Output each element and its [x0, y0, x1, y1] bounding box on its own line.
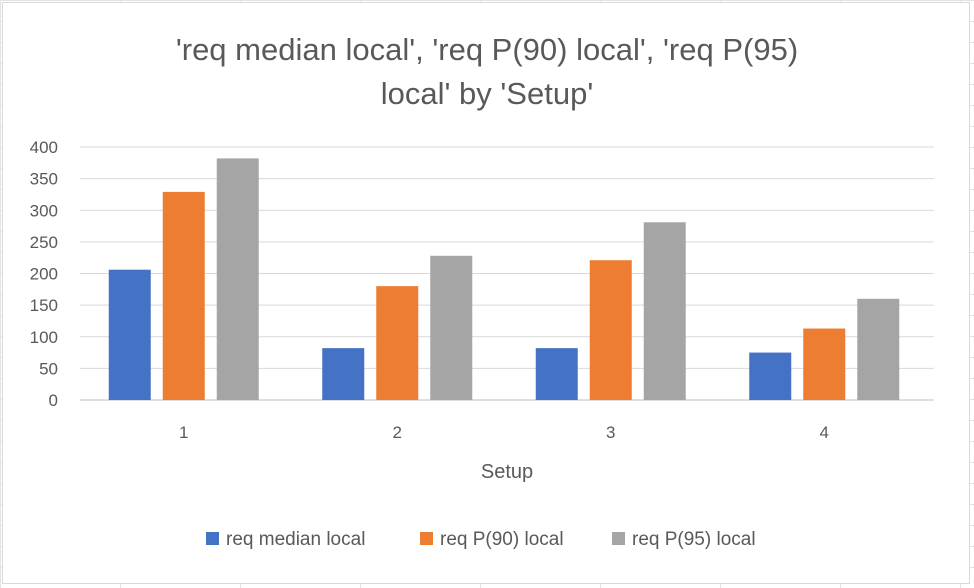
legend-swatch	[420, 532, 433, 545]
legend-swatch	[612, 532, 625, 545]
y-tick-label: 150	[30, 296, 58, 315]
bar-3-setup-4	[857, 298, 900, 400]
bar-3-setup-3	[643, 222, 686, 400]
bar-2-setup-3	[589, 260, 632, 400]
y-tick-label: 250	[30, 233, 58, 252]
chart-title-line-1: 'req median local', 'req P(90) local', '…	[175, 32, 799, 67]
legend-item: req P(95) local	[612, 529, 756, 550]
y-tick-label: 50	[39, 359, 58, 378]
legend-swatch	[206, 532, 219, 545]
legend: req median local req P(90) local req P(95)…	[206, 529, 756, 550]
bar-3-setup-2	[430, 255, 473, 400]
legend-item: req median local	[206, 529, 365, 550]
legend-label: req median local	[226, 529, 365, 550]
y-tick-label: 0	[49, 391, 58, 410]
legend-label: req P(90) local	[440, 529, 564, 550]
x-tick-label: 1	[179, 423, 188, 442]
y-axis-tick-labels: 0 50 100 150 200 250 300 350 400	[30, 138, 58, 410]
chart-title: 'req median local', 'req P(90) local', '…	[0, 28, 974, 116]
bar-2-setup-2	[376, 286, 419, 400]
bar-1-setup-3	[535, 348, 578, 400]
bar-1-setup-4	[749, 352, 792, 400]
bar-series	[108, 158, 900, 400]
y-tick-label: 200	[30, 265, 58, 284]
legend-label: req P(95) local	[632, 529, 756, 550]
bar-1-setup-1	[108, 269, 151, 400]
y-tick-label: 400	[30, 138, 58, 157]
bar-2-setup-1	[162, 191, 205, 400]
chart-title-line-2: local' by 'Setup'	[380, 76, 594, 111]
bar-3-setup-1	[216, 158, 259, 400]
x-axis-title: Setup	[481, 461, 533, 483]
x-axis-tick-labels: 1 2 3 4	[179, 423, 829, 442]
y-tick-label: 100	[30, 328, 58, 347]
y-tick-label: 350	[30, 170, 58, 189]
bar-1-setup-2	[322, 348, 365, 400]
x-tick-label: 4	[820, 423, 829, 442]
legend-item: req P(90) local	[420, 529, 564, 550]
bar-2-setup-4	[803, 328, 846, 400]
y-tick-label: 300	[30, 201, 58, 220]
x-tick-label: 3	[606, 423, 615, 442]
x-tick-label: 2	[393, 423, 402, 442]
